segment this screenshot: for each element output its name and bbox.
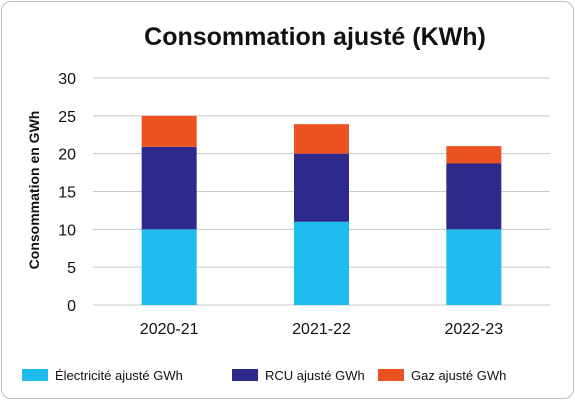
bar-segment: [446, 146, 502, 164]
y-tick-label: 30: [58, 71, 76, 88]
legend-label: RCU ajusté GWh: [265, 368, 365, 383]
legend-label: Électricité ajusté GWh: [55, 368, 183, 383]
bar-segment: [141, 146, 197, 230]
bars: [141, 115, 502, 305]
bar-segment: [446, 229, 502, 305]
legend-swatch: [378, 369, 404, 381]
y-tick-label: 15: [58, 185, 76, 202]
legend-swatch: [22, 369, 48, 381]
y-tick-label: 10: [58, 222, 76, 239]
x-tick-labels: 2020-21 2021-22 2022-23: [140, 321, 503, 338]
bar-segment: [294, 124, 349, 154]
y-tick-labels: 0 5 10 15 20 25 30: [58, 71, 76, 315]
chart-title: Consommation ajusté (KWh): [144, 23, 486, 51]
legend-label: Gaz ajusté GWh: [411, 368, 506, 383]
x-tick-label: 2021-22: [292, 321, 351, 338]
bar-segment: [141, 229, 197, 305]
bar-segment: [141, 115, 197, 147]
y-tick-label: 20: [58, 147, 76, 164]
legend: Électricité ajusté GWh RCU ajusté GWh Gaz …: [22, 368, 506, 383]
y-tick-label: 25: [58, 109, 76, 126]
legend-swatch: [232, 369, 258, 381]
bar-segment: [294, 153, 349, 222]
x-tick-label: 2020-21: [140, 321, 199, 338]
bar-segment: [446, 163, 502, 230]
y-tick-label: 0: [67, 298, 76, 315]
bar-segment: [294, 221, 349, 305]
y-axis-label: Consommation en GWh: [26, 111, 42, 270]
x-tick-label: 2022-23: [444, 321, 503, 338]
y-tick-label: 5: [67, 260, 76, 277]
